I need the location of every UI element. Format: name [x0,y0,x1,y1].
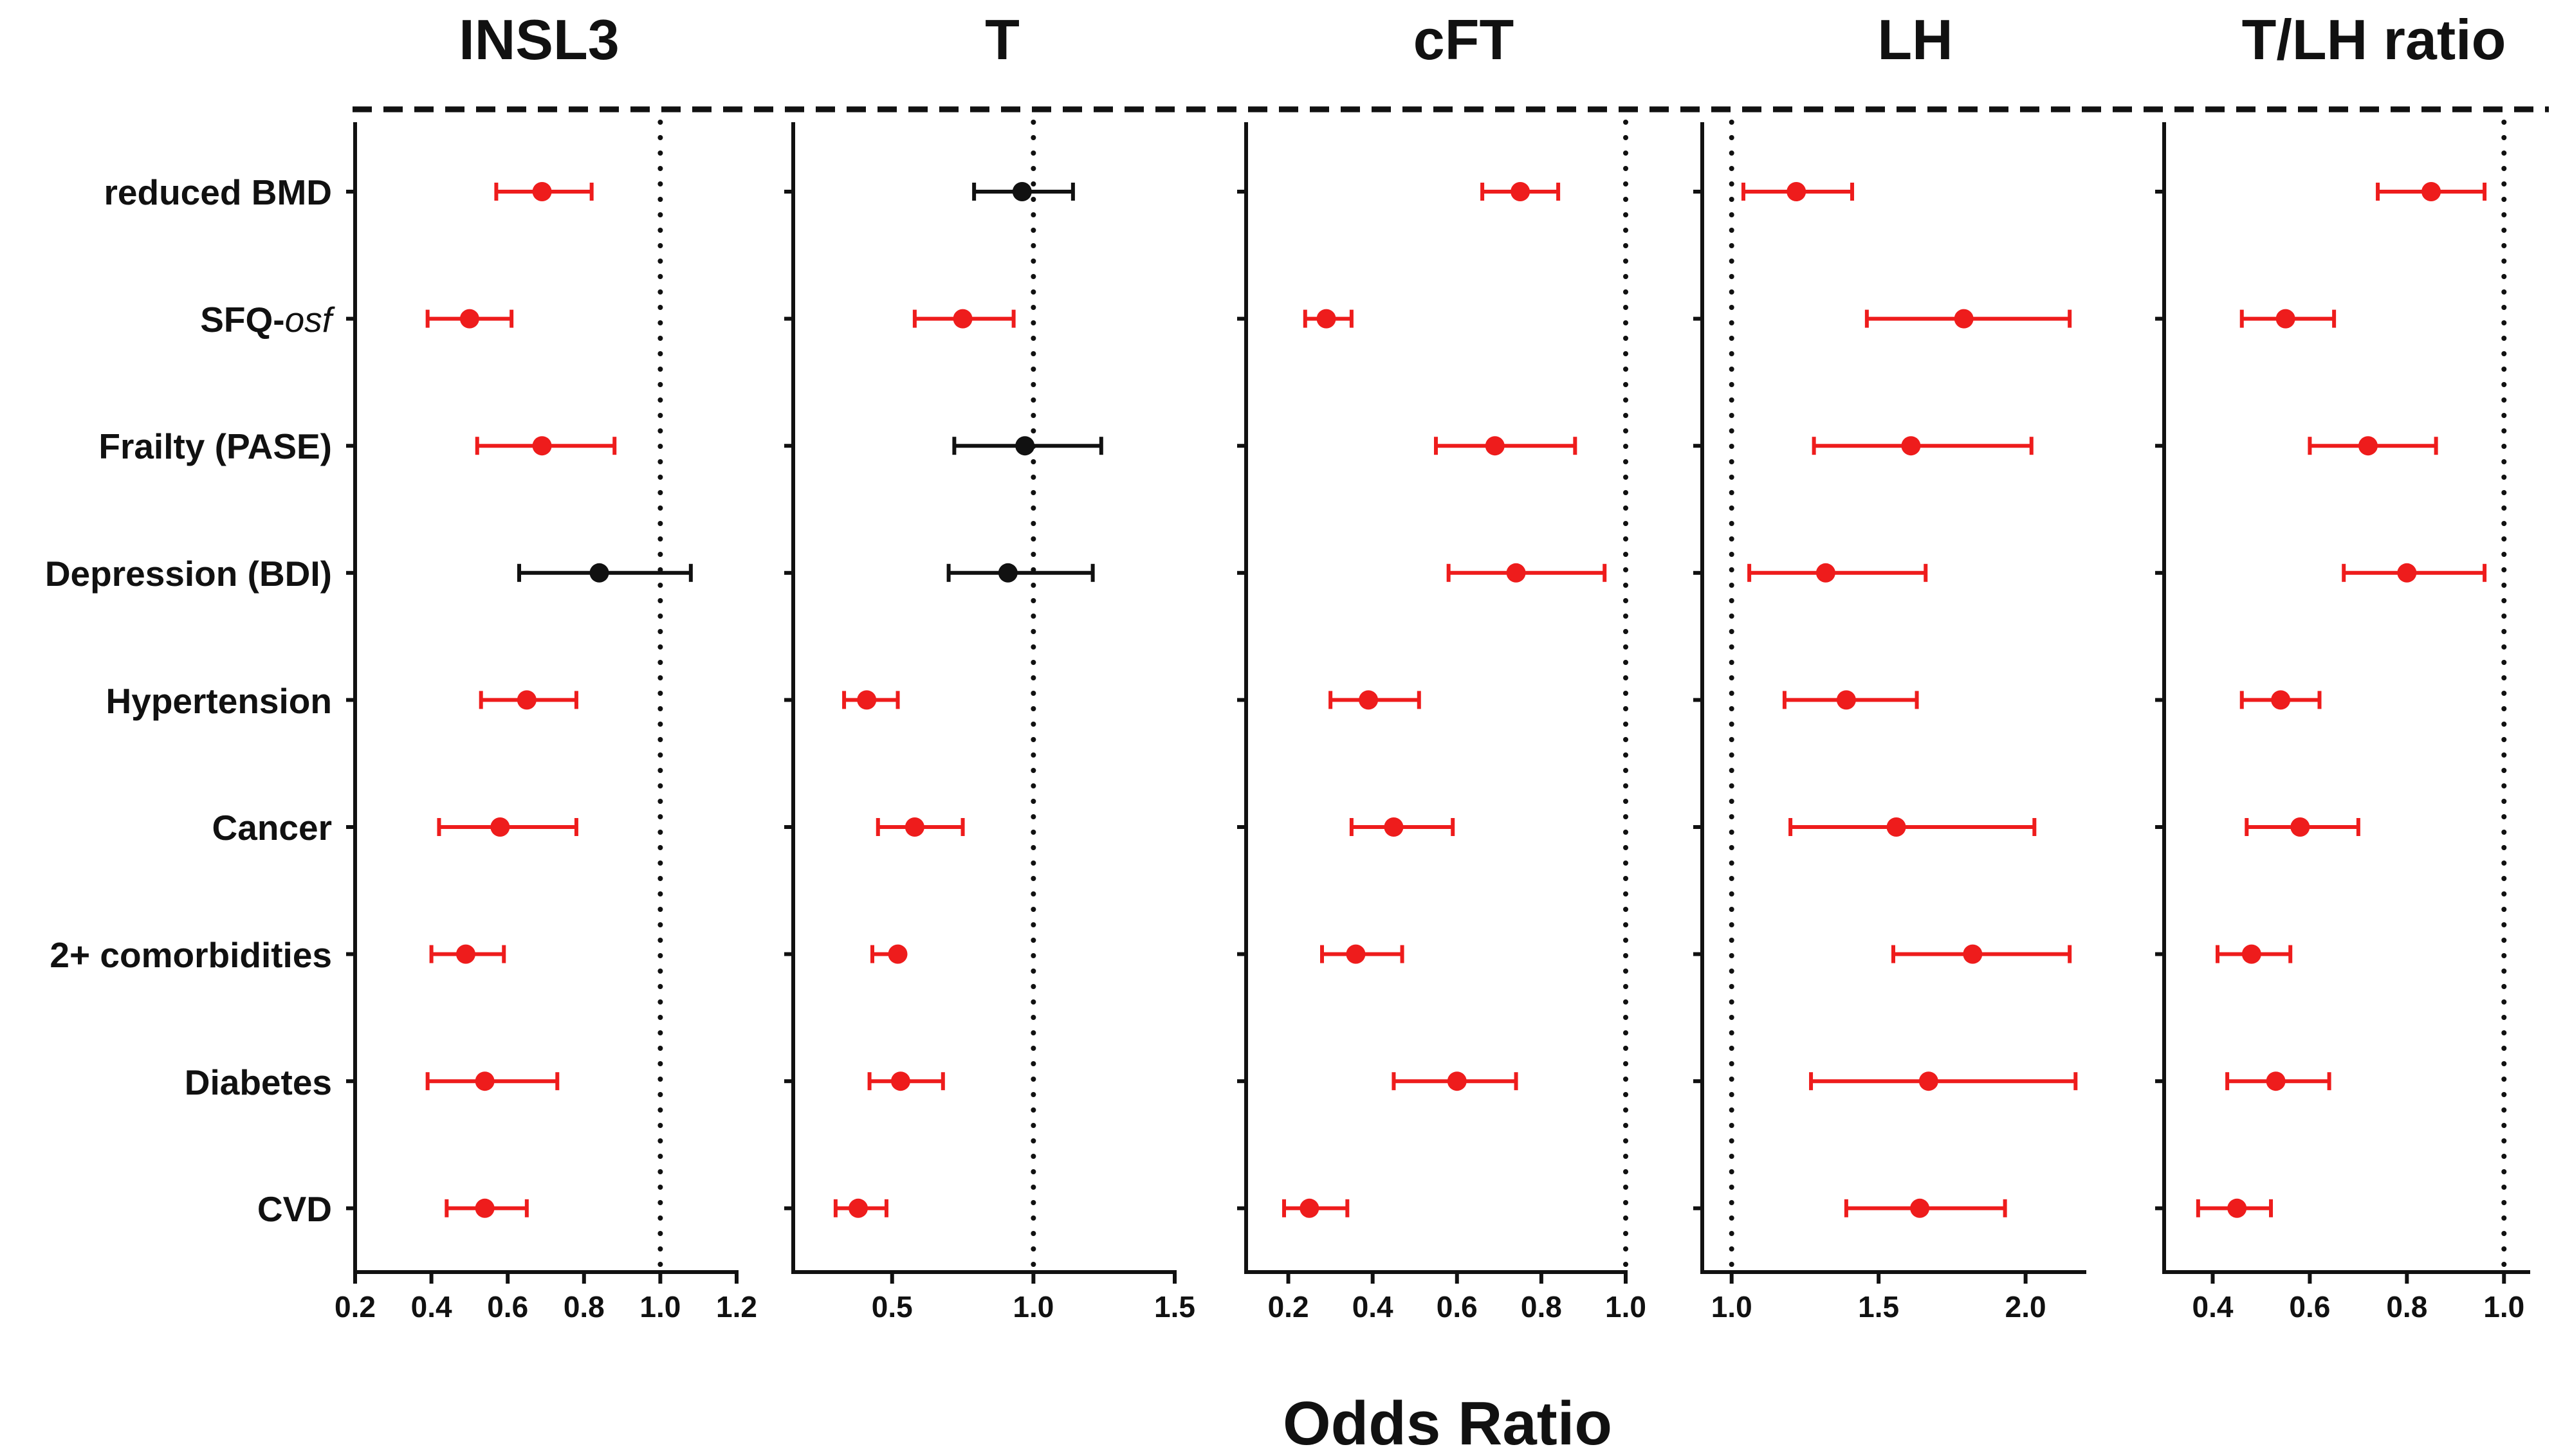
or-point-cft-sfq-osf [1316,309,1336,329]
or-point-t-lh-ratio-2-comorbidities [2241,944,2261,964]
or-point-cft-2-comorbidities [1346,944,1366,964]
panel-title-cft: cFT [1413,8,1514,71]
panel-titles: INSL3 T cFT LH T/LH ratio [459,8,2506,71]
x-tick-label-t-lh-ratio-2: 0.8 [2386,1290,2427,1324]
or-point-insl3-frailty-pase [532,436,552,456]
panel-t-lh-ratio: 0.4 0.6 0.8 1.0 [2155,120,2530,1324]
panel-lh: 1.0 1.5 2.0 [1693,120,2086,1324]
sfq-label-prefix: SFQ- [200,300,284,340]
or-point-insl3-cancer [490,817,510,837]
x-tick-label-cft-1: 0.4 [1352,1290,1393,1324]
or-point-t-2-comorbidities [888,944,908,964]
or-point-insl3-depression-bdi [589,563,609,583]
or-point-insl3-reduced-bmd [532,182,552,201]
or-point-t-lh-ratio-diabetes [2266,1071,2286,1091]
panel-title-insl3: INSL3 [459,8,619,71]
category-label-reduced-bmd: reduced BMD [104,172,333,212]
category-label-cancer: Cancer [212,808,332,848]
category-label-sfq-osf: SFQ-osf [200,300,335,340]
or-point-insl3-sfq-osf [459,309,479,329]
or-point-t-frailty-pase [1015,436,1035,456]
or-point-t-hypertension [857,690,877,710]
category-label-hypertension: Hypertension [106,681,332,721]
category-labels: reduced BMD SFQ-osf Frailty (PASE) Depre… [45,172,336,1229]
or-point-t-diabetes [890,1071,910,1091]
or-point-cft-cvd [1300,1198,1319,1218]
x-tick-label-insl3-5: 1.2 [716,1290,757,1324]
panel-title-lh: LH [1877,8,1952,71]
or-point-insl3-cvd [475,1198,495,1218]
or-point-lh-frailty-pase [1901,436,1921,456]
panel-title-t-lh-ratio: T/LH ratio [2242,8,2506,71]
or-point-lh-cvd [1910,1198,1930,1218]
x-tick-label-lh-2: 2.0 [2005,1290,2046,1324]
or-point-insl3-2-comorbidities [455,944,475,964]
x-tick-label-t-lh-ratio-3: 1.0 [2483,1290,2524,1324]
or-point-t-sfq-osf [953,309,973,329]
or-point-lh-depression-bdi [1815,563,1835,583]
x-tick-label-t-lh-ratio-0: 0.4 [2192,1290,2233,1324]
panel-insl3: 0.2 0.4 0.6 0.8 1.0 1.2 [335,120,757,1324]
or-point-t-lh-ratio-cvd [2227,1198,2247,1218]
or-point-t-cancer [905,817,924,837]
x-tick-label-insl3-3: 0.8 [564,1290,605,1324]
or-point-cft-diabetes [1447,1071,1467,1091]
or-point-lh-sfq-osf [1954,309,1974,329]
or-point-t-lh-ratio-frailty-pase [2358,436,2378,456]
or-point-t-lh-ratio-sfq-osf [2275,309,2295,329]
category-label-cvd: CVD [257,1189,332,1229]
or-point-t-cvd [849,1198,868,1218]
x-tick-label-t-lh-ratio-1: 0.6 [2289,1290,2330,1324]
x-tick-label-cft-0: 0.2 [1268,1290,1309,1324]
category-label-comorbidities: 2+ comorbidities [50,935,332,975]
panel-cft: 0.2 0.4 0.6 0.8 1.0 [1237,120,1646,1324]
panel-t: 0.5 1.0 1.5 [784,120,1195,1324]
or-point-lh-hypertension [1836,690,1856,710]
x-tick-label-t-2: 1.5 [1154,1290,1195,1324]
x-tick-label-cft-4: 1.0 [1605,1290,1646,1324]
or-point-t-lh-ratio-reduced-bmd [2421,182,2441,201]
x-tick-label-cft-3: 0.8 [1521,1290,1562,1324]
x-axis-title: Odds Ratio [1283,1389,1612,1456]
category-label-depression: Depression (BDI) [45,554,332,594]
or-point-t-reduced-bmd [1012,182,1032,201]
x-tick-label-insl3-2: 0.6 [487,1290,528,1324]
or-point-t-lh-ratio-depression-bdi [2397,563,2417,583]
panel-title-t: T [985,8,1020,71]
or-point-insl3-hypertension [517,690,537,710]
sfq-label-suffix: osf [285,300,336,340]
x-tick-label-insl3-1: 0.4 [411,1290,452,1324]
or-point-cft-hypertension [1359,690,1379,710]
or-point-lh-reduced-bmd [1787,182,1806,201]
x-tick-label-t-1: 1.0 [1013,1290,1054,1324]
forest-panels: 0.2 0.4 0.6 0.8 1.0 1.2 0.5 1.0 1.5 0.2 0.4 0.6 0.8 1… [335,120,2530,1324]
or-point-lh-diabetes [1918,1071,1938,1091]
x-tick-label-cft-2: 0.6 [1437,1290,1478,1324]
or-point-cft-frailty-pase [1485,436,1505,456]
x-tick-label-insl3-4: 1.0 [639,1290,681,1324]
x-tick-label-lh-0: 1.0 [1711,1290,1752,1324]
or-point-cft-depression-bdi [1506,563,1526,583]
x-tick-label-lh-1: 1.5 [1858,1290,1899,1324]
or-point-cft-cancer [1384,817,1404,837]
or-point-lh-2-comorbidities [1963,944,1983,964]
or-point-t-lh-ratio-cancer [2290,817,2310,837]
or-point-t-lh-ratio-hypertension [2271,690,2291,710]
or-point-cft-reduced-bmd [1511,182,1530,201]
category-label-diabetes: Diabetes [185,1062,332,1102]
x-tick-label-insl3-0: 0.2 [335,1290,376,1324]
or-point-insl3-diabetes [475,1071,495,1091]
or-point-t-depression-bdi [998,563,1018,583]
x-tick-label-t-0: 0.5 [872,1290,913,1324]
category-label-frailty: Frailty (PASE) [98,426,332,466]
or-point-lh-cancer [1886,817,1906,837]
